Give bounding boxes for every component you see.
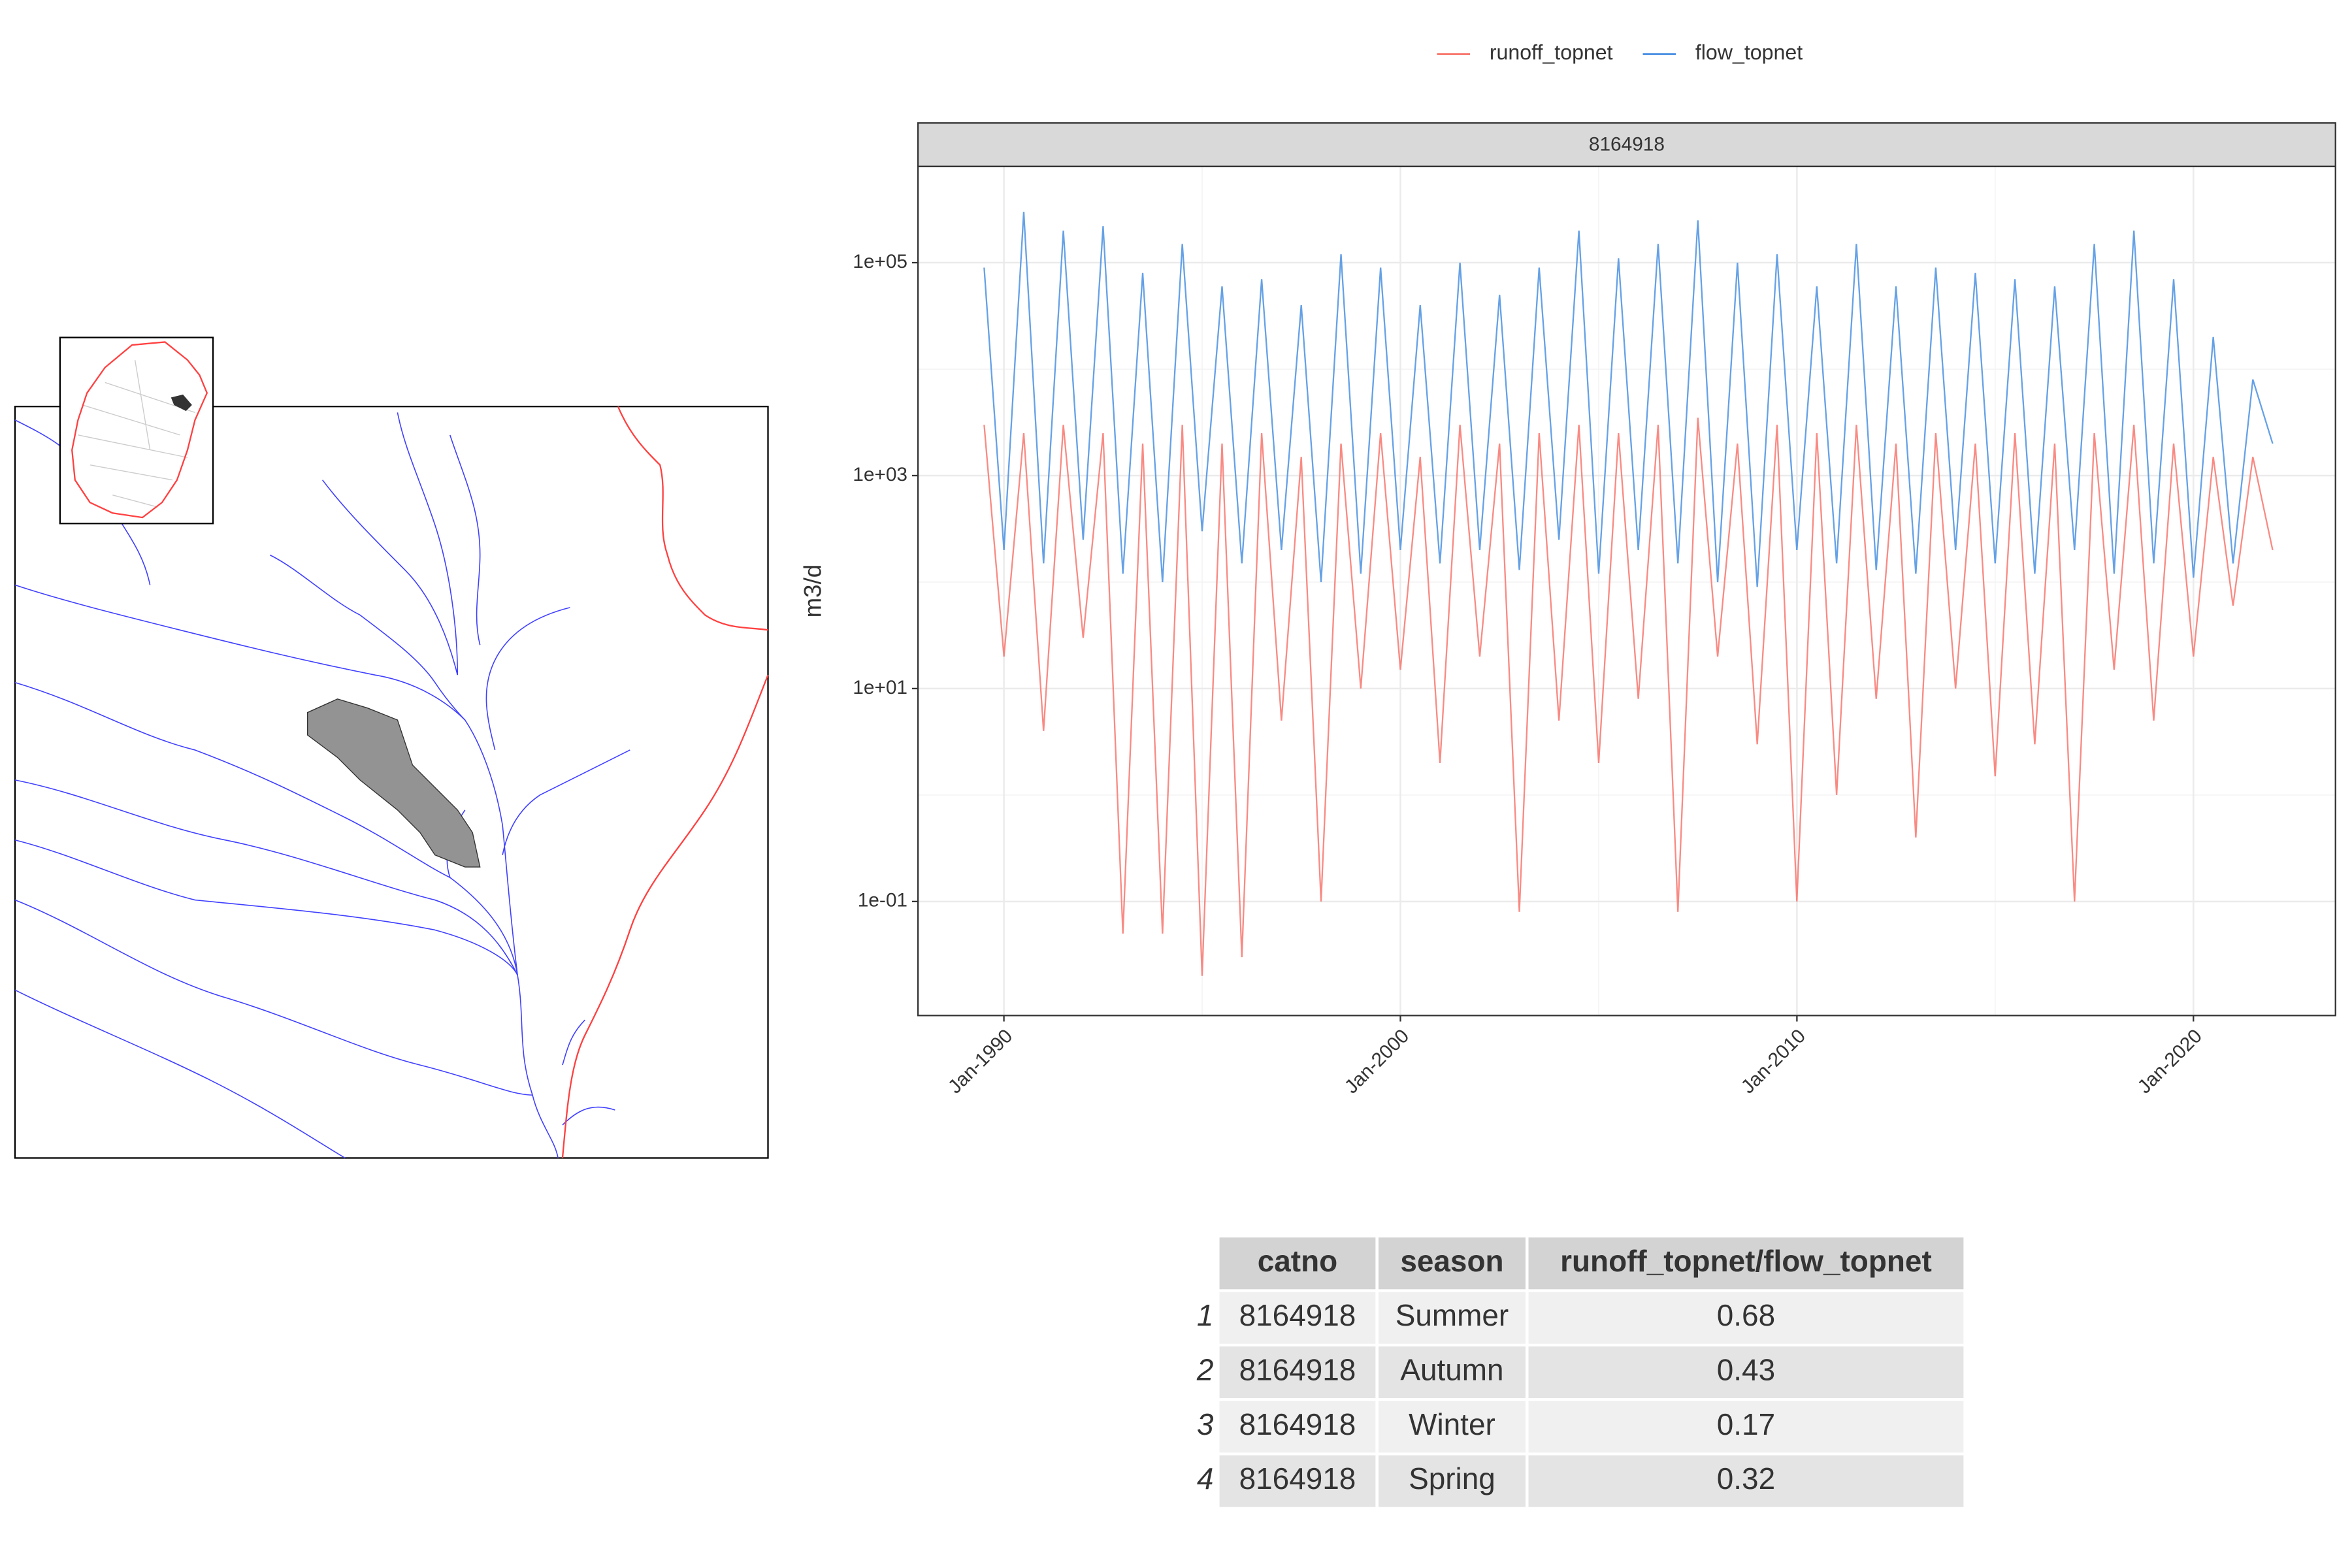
series-line bbox=[983, 212, 2274, 587]
boundaries bbox=[561, 406, 769, 1158]
cell-text: 0.32 bbox=[1717, 1462, 1775, 1495]
rivers bbox=[14, 412, 630, 1159]
inset-boundary bbox=[71, 341, 208, 519]
map bbox=[14, 336, 769, 1159]
y-tick-label: 1e+05 bbox=[853, 251, 907, 272]
cell-text: 0.68 bbox=[1717, 1298, 1775, 1332]
cell-text: Autumn bbox=[1400, 1353, 1503, 1387]
cell-text: 0.17 bbox=[1717, 1407, 1775, 1441]
header-cell bbox=[1378, 1237, 1526, 1290]
y-axis-title: m3/d bbox=[799, 564, 826, 618]
table-cell bbox=[1528, 1292, 1964, 1344]
table-cell bbox=[1219, 1292, 1376, 1344]
strip-label: 8164918 bbox=[1589, 134, 1665, 155]
table-cell bbox=[1378, 1401, 1526, 1453]
table-cell bbox=[1528, 1401, 1964, 1453]
table-cell bbox=[1219, 1346, 1376, 1399]
inset-catchment bbox=[171, 394, 192, 412]
header-cell bbox=[1219, 1237, 1376, 1290]
strip bbox=[917, 122, 2336, 167]
cell-text: 8164918 bbox=[1239, 1298, 1356, 1332]
cell-text: 8164918 bbox=[1239, 1353, 1356, 1387]
column-header: season bbox=[1400, 1244, 1503, 1278]
legend-label: runoff_topnet bbox=[1490, 41, 1613, 64]
cell-text: Spring bbox=[1409, 1462, 1495, 1495]
panel bbox=[918, 166, 2336, 1016]
table-cell bbox=[1378, 1292, 1526, 1344]
table-cell bbox=[1219, 1455, 1376, 1507]
cell-text: 0.43 bbox=[1717, 1353, 1775, 1387]
series-line bbox=[983, 417, 2274, 976]
table-cell bbox=[1378, 1346, 1526, 1399]
cell-text: 8164918 bbox=[1239, 1462, 1356, 1495]
row-index: 2 bbox=[1196, 1353, 1214, 1387]
panel-border bbox=[917, 165, 2336, 1017]
cell-text: 8164918 bbox=[1239, 1407, 1356, 1441]
table-cell bbox=[1528, 1455, 1964, 1507]
cell-text: Summer bbox=[1396, 1298, 1509, 1332]
inset-frame bbox=[59, 336, 214, 525]
legend-label: flow_topnet bbox=[1695, 41, 1803, 64]
cell-text: Winter bbox=[1409, 1407, 1495, 1441]
y-tick-label: 1e+01 bbox=[853, 677, 907, 698]
y-tick-label: 1e-01 bbox=[858, 890, 907, 911]
table-cell bbox=[1378, 1455, 1526, 1507]
table-cell bbox=[1528, 1346, 1964, 1399]
table: catno season runoff_topnet/flow_topnet 1 816… bbox=[1196, 1237, 1964, 1507]
column-header: catno bbox=[1258, 1244, 1337, 1278]
row-index: 4 bbox=[1197, 1462, 1214, 1495]
row-index: 3 bbox=[1197, 1407, 1214, 1441]
header-cell bbox=[1528, 1237, 1964, 1290]
column-header: runoff_topnet/flow_topnet bbox=[1560, 1244, 1932, 1278]
catchment bbox=[306, 698, 481, 868]
row-index: 1 bbox=[1197, 1298, 1214, 1332]
y-tick-label: 1e+03 bbox=[853, 464, 907, 485]
table-cell bbox=[1219, 1401, 1376, 1453]
